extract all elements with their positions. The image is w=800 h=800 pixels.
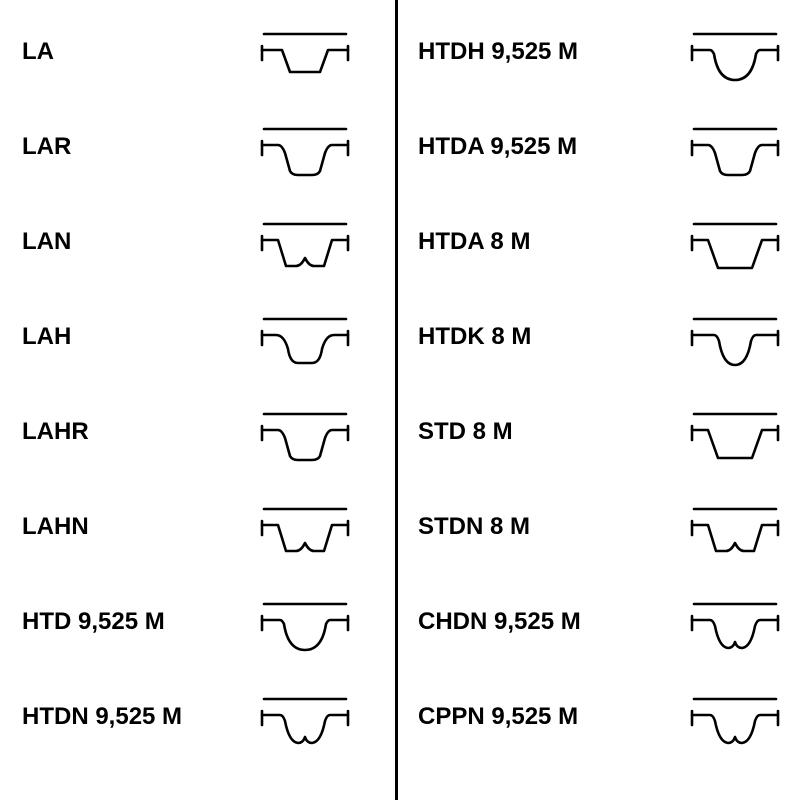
profile-row: LAHN bbox=[0, 487, 395, 582]
profile-row: CHDN 9,525 M bbox=[398, 582, 800, 677]
profile-row: HTDA 9,525 M bbox=[398, 107, 800, 202]
profile-label: HTDN 9,525 M bbox=[22, 703, 182, 731]
tooth-profile-icon bbox=[260, 592, 350, 662]
tooth-profile-icon bbox=[690, 22, 780, 92]
profile-label: LAHR bbox=[22, 418, 89, 446]
profile-label: STD 8 M bbox=[418, 418, 513, 446]
profile-row: HTDH 9,525 M bbox=[398, 12, 800, 107]
profile-label: CPPN 9,525 M bbox=[418, 703, 578, 731]
tooth-profile-icon bbox=[690, 402, 780, 472]
profile-row: LA bbox=[0, 12, 395, 107]
profile-label: LAR bbox=[22, 133, 71, 161]
tooth-profile-icon bbox=[690, 117, 780, 187]
profile-label: HTDA 9,525 M bbox=[418, 133, 577, 161]
tooth-profile-icon bbox=[260, 687, 350, 757]
profile-label: HTDK 8 M bbox=[418, 323, 531, 351]
profile-label: HTD 9,525 M bbox=[22, 608, 165, 636]
tooth-profile-icon bbox=[260, 22, 350, 92]
profile-row: STD 8 M bbox=[398, 392, 800, 487]
tooth-profile-icon bbox=[690, 307, 780, 377]
profile-row: STDN 8 M bbox=[398, 487, 800, 582]
tooth-profile-icon bbox=[260, 402, 350, 472]
tooth-profile-icon bbox=[260, 117, 350, 187]
profile-row: LAHR bbox=[0, 392, 395, 487]
profile-row: LAN bbox=[0, 202, 395, 297]
profile-label: HTDH 9,525 M bbox=[418, 38, 578, 66]
profile-label: STDN 8 M bbox=[418, 513, 530, 541]
profile-label: CHDN 9,525 M bbox=[418, 608, 581, 636]
profile-row: CPPN 9,525 M bbox=[398, 677, 800, 772]
profile-row: HTDN 9,525 M bbox=[0, 677, 395, 772]
tooth-profile-icon bbox=[260, 212, 350, 282]
profile-label: LA bbox=[22, 38, 54, 66]
profile-row: LAH bbox=[0, 297, 395, 392]
profile-label: HTDA 8 M bbox=[418, 228, 530, 256]
tooth-profile-icon bbox=[690, 212, 780, 282]
tooth-profile-icon bbox=[690, 592, 780, 662]
tooth-profile-icon bbox=[260, 307, 350, 377]
profile-row: LAR bbox=[0, 107, 395, 202]
tooth-profile-icon bbox=[690, 687, 780, 757]
column-left: LA LAR LAN LAH LAHR LAHN HTD 9,525 M HTDN 9,525… bbox=[0, 0, 395, 800]
profile-row: HTD 9,525 M bbox=[0, 582, 395, 677]
column-right: HTDH 9,525 M HTDA 9,525 M HTDA 8 M HTDK 8 M… bbox=[398, 0, 800, 800]
tooth-profile-icon bbox=[260, 497, 350, 567]
profile-label: LAN bbox=[22, 228, 71, 256]
tooth-profile-icon bbox=[690, 497, 780, 567]
profile-row: HTDA 8 M bbox=[398, 202, 800, 297]
profile-label: LAHN bbox=[22, 513, 89, 541]
profile-row: HTDK 8 M bbox=[398, 297, 800, 392]
profile-label: LAH bbox=[22, 323, 71, 351]
